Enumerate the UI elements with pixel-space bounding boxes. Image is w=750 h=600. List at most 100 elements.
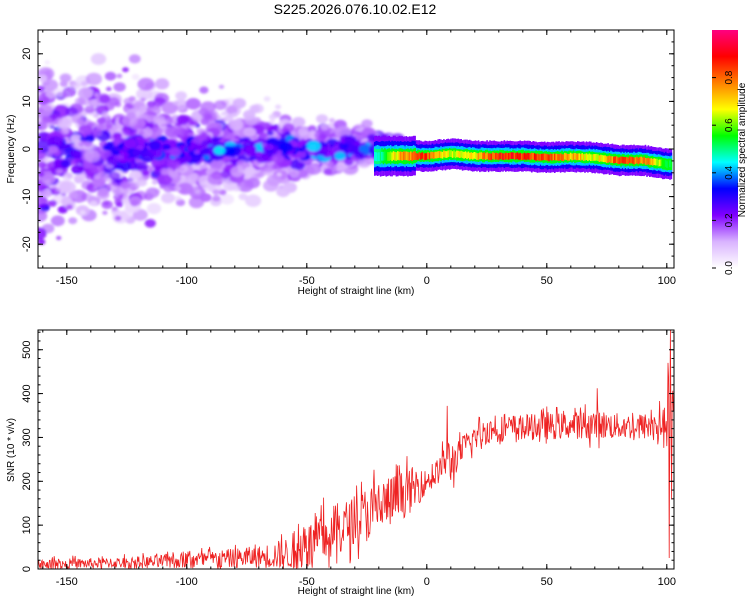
ridge-cell bbox=[415, 153, 418, 160]
ridge-cell bbox=[451, 151, 454, 158]
spectrogram-cell bbox=[119, 180, 131, 189]
ridge-cell bbox=[574, 152, 576, 160]
spectrogram-cell bbox=[268, 119, 276, 125]
spectrogram-cell bbox=[271, 153, 284, 164]
spectrogram-cell bbox=[114, 215, 122, 221]
ridge-cell bbox=[650, 158, 653, 165]
spectrogram-cell bbox=[307, 125, 317, 132]
spectrogram-cell bbox=[109, 171, 121, 181]
ridge-cell bbox=[503, 153, 506, 161]
ridge-cell bbox=[533, 153, 536, 160]
ridge-cell bbox=[490, 153, 493, 161]
ridge-cell bbox=[584, 153, 586, 161]
spectrogram-cell bbox=[68, 217, 78, 225]
spectrogram-cell bbox=[113, 82, 126, 92]
ridge-cell bbox=[518, 153, 520, 161]
spectrogram-cell bbox=[90, 53, 107, 65]
spectrogram-cell bbox=[137, 77, 155, 91]
ridge-cell bbox=[408, 152, 411, 161]
ridge-cell bbox=[402, 151, 405, 160]
ridge-cell bbox=[556, 153, 559, 161]
ridge-cell bbox=[604, 155, 606, 163]
ridge-cell bbox=[660, 159, 663, 166]
ridge-cell bbox=[469, 152, 471, 160]
spectrogram-cell bbox=[129, 169, 142, 180]
ridge-cell bbox=[417, 153, 419, 161]
spectrogram-cell bbox=[243, 127, 257, 137]
ridge-cell bbox=[410, 151, 412, 161]
spectrogram-cell bbox=[201, 111, 217, 123]
ridge-cell bbox=[538, 154, 540, 161]
spectrogram-cell bbox=[153, 115, 165, 124]
ridge-cell bbox=[559, 153, 562, 160]
ridge-cell bbox=[628, 156, 631, 164]
spectrogram-cell bbox=[40, 189, 52, 199]
ridge-cell bbox=[663, 161, 665, 168]
spectrogram-cell bbox=[354, 151, 364, 159]
spectrogram-cell bbox=[298, 127, 309, 137]
ridge-cell bbox=[637, 157, 640, 165]
spectrogram-cell bbox=[282, 123, 295, 133]
spectrogram-cell bbox=[236, 159, 247, 168]
snr-x-tick-label: -50 bbox=[299, 576, 315, 588]
spectrogram-cell bbox=[299, 139, 308, 146]
ridge-cell bbox=[412, 151, 415, 160]
spectrogram-cell bbox=[224, 115, 234, 122]
spectrogram-cell bbox=[38, 148, 42, 154]
ridge-cell bbox=[605, 156, 608, 163]
spectrogram-cell bbox=[48, 145, 59, 154]
spectrogram-cell bbox=[176, 114, 190, 125]
spectrogram-cell bbox=[38, 227, 47, 240]
spectrogram-cell bbox=[65, 106, 78, 117]
spectrogram-cell bbox=[138, 130, 145, 136]
spectrogram-cell bbox=[344, 158, 354, 166]
spectrogram-cell bbox=[212, 189, 220, 195]
ridge-cell bbox=[487, 153, 490, 160]
spectrogram-cell bbox=[89, 200, 98, 207]
spectrogram-cell bbox=[267, 130, 274, 136]
ridge-cell bbox=[603, 155, 605, 163]
spectrogram-cell bbox=[218, 84, 225, 89]
spectrogram-cell bbox=[320, 133, 328, 139]
ridge-cell bbox=[476, 153, 478, 160]
snr-y-tick-label: 500 bbox=[21, 341, 33, 359]
spectrogram-cell bbox=[125, 102, 132, 108]
ridge-cell bbox=[477, 153, 480, 160]
spectrogram-cell bbox=[71, 113, 85, 124]
spectrogram-cell bbox=[66, 204, 73, 210]
ridge-cell bbox=[621, 156, 624, 164]
ridge-cell bbox=[641, 157, 644, 165]
spectrogram-cell bbox=[58, 144, 74, 156]
ridge-cell bbox=[614, 156, 617, 163]
ridge-cell bbox=[474, 152, 477, 159]
spectrogram-cell bbox=[177, 182, 194, 195]
colorbar-gradient bbox=[712, 30, 738, 268]
ridge-cell bbox=[394, 151, 396, 161]
spectrogram-cell bbox=[111, 206, 118, 212]
spectrogram-cell bbox=[129, 117, 146, 130]
ridge-cell bbox=[431, 151, 434, 159]
ridge-cell bbox=[438, 151, 441, 158]
ridge-cell bbox=[395, 152, 398, 161]
spectrogram-cell bbox=[102, 144, 111, 151]
spectrogram-x-tick-label: 0 bbox=[424, 275, 430, 287]
ridge-cell bbox=[411, 152, 413, 162]
ridge-cell bbox=[572, 153, 575, 160]
ridge-cell bbox=[526, 152, 529, 160]
spectrogram-cell bbox=[38, 210, 48, 222]
spectrogram-cell bbox=[334, 151, 346, 161]
spectrogram-cell bbox=[60, 74, 71, 83]
snr-x-tick-label: -100 bbox=[176, 576, 198, 588]
spectrogram-cell bbox=[41, 174, 56, 185]
spectrogram-cell bbox=[173, 100, 179, 106]
ridge-cell bbox=[611, 156, 614, 163]
ridge-cell bbox=[500, 152, 503, 160]
ridge-cell bbox=[385, 151, 388, 161]
spectrogram-cell bbox=[255, 151, 263, 157]
ridge-cell bbox=[662, 159, 664, 167]
spectrogram-cell bbox=[159, 184, 165, 189]
spectrogram-cell bbox=[38, 196, 49, 208]
spectrogram-cell bbox=[84, 105, 96, 114]
spectrogram-cell bbox=[68, 192, 77, 199]
spectrogram-cell bbox=[111, 185, 117, 190]
